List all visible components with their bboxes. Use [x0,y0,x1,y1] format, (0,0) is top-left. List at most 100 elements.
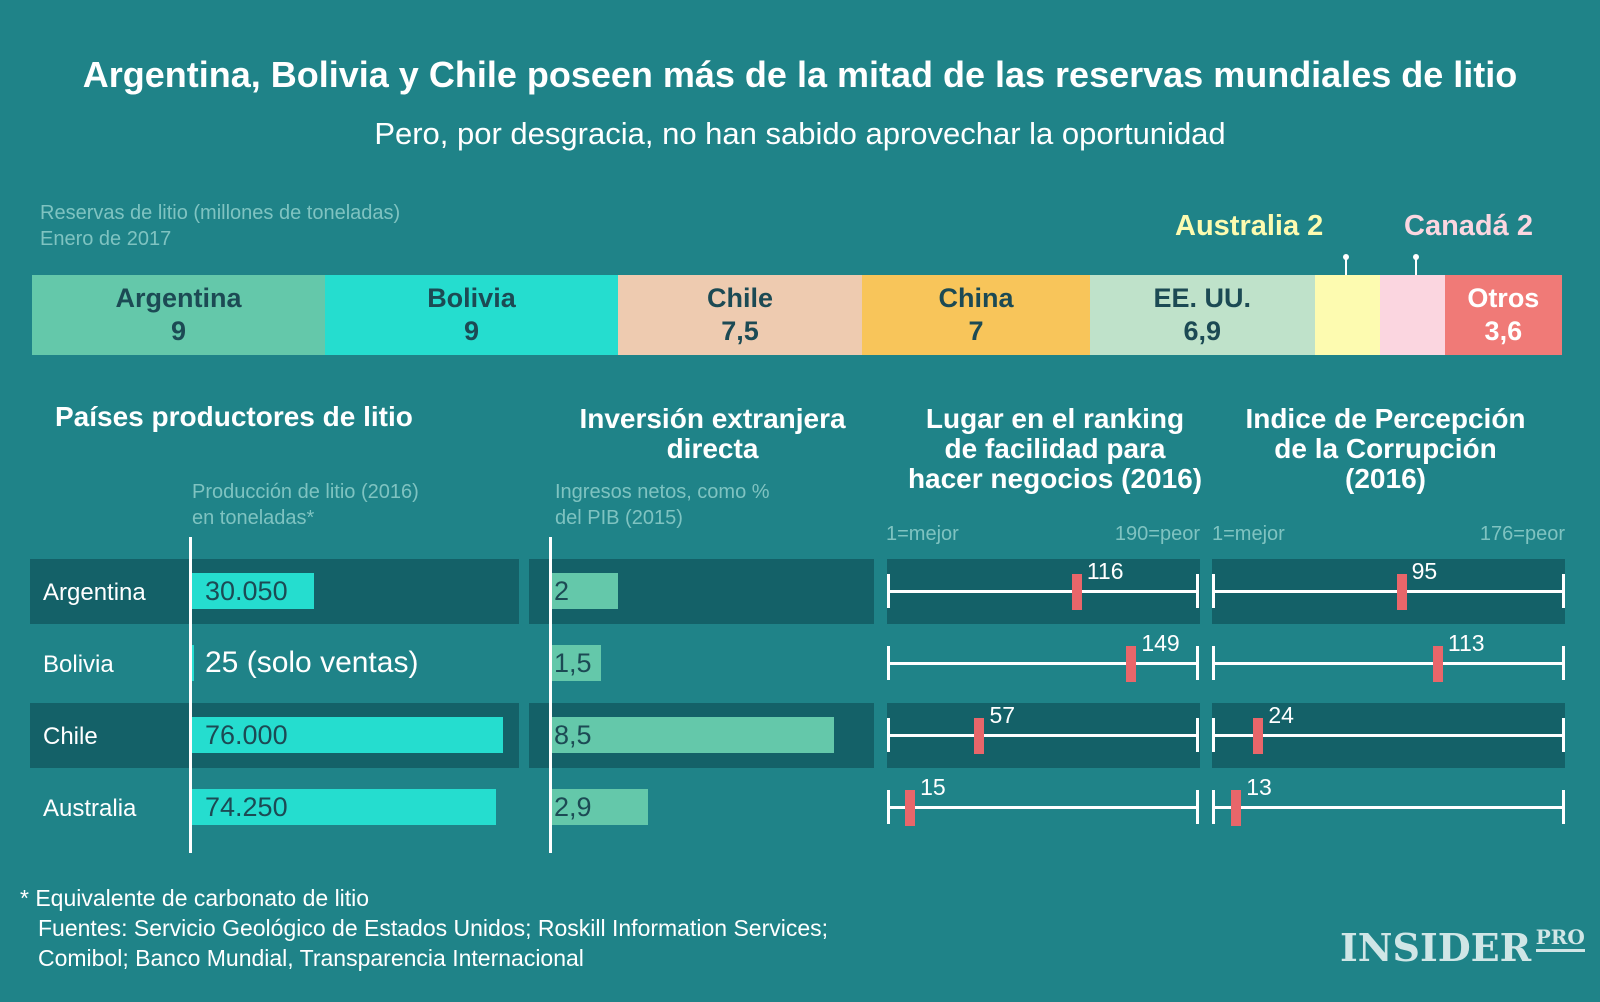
reserves-label: Reservas de litio (millones de toneladas… [40,200,400,252]
cpi-rank-cap-left [1212,574,1215,608]
cpi-worst-label: 176=peor [1479,523,1565,545]
page-subtitle: Pero, por desgracia, no han sabido aprov… [374,116,1226,151]
callout-canada: Canadá 2 [1404,210,1533,242]
fdi-bar [551,789,648,825]
reserve-segment: Argentina 9 [32,275,325,355]
footer-notes: * Equivalente de carbonato de litio Fuen… [20,883,828,973]
business-rank-cap-right [1196,790,1199,824]
fdi-value-label: 8,5 [554,720,592,750]
business-heading-line2: de facilidad para [944,433,1166,464]
reserve-segment [1314,275,1380,355]
cpi-rank-marker [1432,646,1443,682]
reserve-segment-label: China [938,283,1014,313]
logo-sub: PRO [1535,925,1585,952]
business-rank-cap-left [887,646,890,680]
fdi-value-label: 2,9 [554,792,592,822]
cpi-heading: Indice de Percepción de la Corrupción (2… [1218,404,1553,494]
reserve-segment-value: 9 [463,316,479,346]
cpi-best-label: 1=mejor [1212,523,1285,545]
business-rank-value: 116 [1086,558,1124,584]
fdi-heading: Inversión extranjera directa [540,404,885,464]
reserve-segment-label: Otros [1467,283,1540,313]
callout-australia-line [1345,258,1347,275]
reserve-segment-value: 6,9 [1183,316,1222,346]
fdi-bar [551,573,618,609]
production-bar [191,573,315,609]
logo-main: INSIDER [1340,925,1532,970]
production-sublabel-line1: Producción de litio (2016) [192,481,419,503]
business-rank-cap-right [1196,718,1199,752]
business-rank-marker [1071,574,1082,610]
cpi-rank-marker [1231,790,1242,826]
business-rank-value: 15 [920,774,946,800]
producers-heading: Países productores de litio [55,401,413,432]
fdi-bar [551,717,834,753]
production-value-label: 30.050 [205,576,288,606]
footer-note: * Equivalente de carbonato de litio [20,885,370,911]
business-rank-line [887,662,1199,665]
cpi-rank-cap-left [1212,646,1215,680]
footer-sources-line1: Fuentes: Servicio Geológico de Estados U… [38,915,829,941]
cpi-rank-line [1212,806,1565,809]
footer-sources-line2: Comibol; Banco Mundial, Transparencia In… [38,945,584,971]
business-rank-cap-right [1196,646,1199,680]
country-label: Bolivia [43,651,114,678]
reserve-segment [1379,275,1445,355]
business-rank-cap-left [887,574,890,608]
business-rank-line [887,734,1199,737]
cpi-rank-line [1212,734,1565,737]
business-rank-cap-left [887,718,890,752]
cpi-rank-value: 95 [1411,558,1438,584]
reserves-stacked-bar: Argentina 9 Bolivia 9 Chile 7,5 China 7 EE. UU. 6… [32,275,1562,355]
business-rank-marker [905,790,916,826]
production-bar [191,717,503,753]
reserve-segment: Chile 7,5 [617,275,863,355]
fdi-heading-line1: Inversión extranjera [579,403,846,434]
country-label: Chile [43,723,98,750]
business-best-label: 1=mejor [886,523,959,545]
cpi-rank-cap-left [1212,790,1215,824]
production-value-label: 25 (solo ventas) [205,646,419,679]
reserve-segment: EE. UU. 6,9 [1089,275,1315,355]
cpi-heading-line3: (2016) [1345,463,1426,494]
business-rank-value: 149 [1141,630,1180,656]
production-sublabel: Producción de litio (2016) en toneladas* [192,479,419,531]
business-rank-marker [974,718,985,754]
fdi-value-label: 1,5 [554,648,592,678]
cpi-rank-cap-right [1562,574,1565,608]
reserve-segment-label: Argentina [115,283,242,313]
insider-pro-logo: INSIDER PRO [1340,925,1585,970]
business-rank-cap-right [1196,574,1199,608]
business-worst-label: 190=peor [1114,523,1200,545]
cpi-rank-value: 24 [1268,702,1294,728]
business-rank-line [887,590,1199,593]
reserve-segment: China 7 [862,275,1090,355]
business-heading-line1: Lugar en el ranking [925,403,1185,434]
production-sublabel-line2: en toneladas* [192,507,315,529]
cpi-rank-marker [1253,718,1264,754]
reserve-segment-value: 7,5 [721,316,759,346]
business-rank-value: 57 [989,702,1016,728]
reserve-segment: Otros 3,6 [1444,275,1562,355]
cpi-rank-cap-right [1562,718,1565,752]
fdi-heading-line2: directa [666,433,759,464]
reserve-segment-value: 9 [170,316,186,346]
reserve-segment-value: 7 [968,316,984,346]
reserve-segment-label: EE. UU. [1153,283,1251,313]
reserve-segment-label: Bolivia [427,283,516,313]
production-value-label: 74.250 [205,792,288,822]
cpi-rank-cap-left [1212,718,1215,752]
production-bar [191,789,496,825]
callout-australia: Australia 2 [1175,210,1324,242]
business-heading-line3: hacer negocios (2016) [907,463,1203,494]
business-rank-marker [1126,646,1137,682]
page-title: Argentina, Bolivia y Chile poseen más de… [82,54,1518,95]
cpi-heading-line1: Indice de Percepción [1245,403,1526,434]
business-heading: Lugar en el ranking de facilidad para ha… [885,404,1225,494]
fdi-value-label: 2 [554,576,570,606]
cpi-rank-marker [1396,574,1407,610]
cpi-rank-value: 113 [1447,630,1485,656]
fdi-bar [551,645,601,681]
business-rank-cap-left [887,790,890,824]
production-bar [191,645,194,681]
